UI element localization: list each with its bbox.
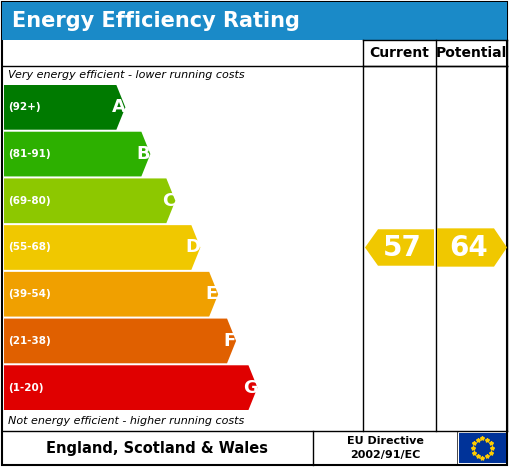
Text: A: A	[111, 99, 125, 116]
Text: (69-80): (69-80)	[8, 196, 50, 206]
Text: D: D	[186, 239, 201, 256]
Text: Energy Efficiency Rating: Energy Efficiency Rating	[12, 11, 300, 31]
Text: 57: 57	[383, 234, 422, 262]
Text: E: E	[205, 285, 217, 303]
Text: 64: 64	[449, 234, 488, 262]
Bar	[459, 433, 506, 463]
Text: (39-54): (39-54)	[8, 289, 51, 299]
Text: Not energy efficient - higher running costs: Not energy efficient - higher running co…	[8, 416, 244, 426]
Text: (92+): (92+)	[8, 102, 41, 113]
Text: G: G	[243, 379, 258, 396]
Text: EU Directive
2002/91/EC: EU Directive 2002/91/EC	[347, 436, 423, 460]
Text: (55-68): (55-68)	[8, 242, 51, 253]
Polygon shape	[365, 229, 434, 266]
Polygon shape	[4, 272, 218, 317]
Text: England, Scotland & Wales: England, Scotland & Wales	[46, 440, 269, 455]
Text: B: B	[136, 145, 150, 163]
Text: Current: Current	[370, 46, 430, 60]
Polygon shape	[4, 178, 176, 223]
Text: (81-91): (81-91)	[8, 149, 50, 159]
Polygon shape	[437, 228, 507, 267]
Text: (1-20): (1-20)	[8, 382, 43, 393]
Text: (21-38): (21-38)	[8, 336, 51, 346]
Text: F: F	[223, 332, 235, 350]
Polygon shape	[4, 225, 201, 270]
Bar	[2, 2, 507, 40]
Text: Very energy efficient - lower running costs: Very energy efficient - lower running co…	[8, 70, 245, 80]
Polygon shape	[4, 85, 125, 130]
Polygon shape	[4, 318, 236, 363]
Text: C: C	[162, 192, 175, 210]
Text: Potential: Potential	[436, 46, 507, 60]
Polygon shape	[4, 132, 150, 177]
Polygon shape	[4, 365, 258, 410]
